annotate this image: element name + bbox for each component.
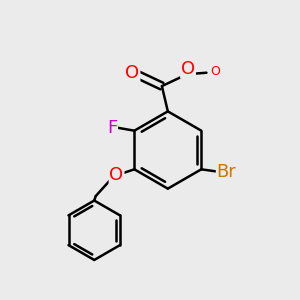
Text: Br: Br xyxy=(217,163,236,181)
Text: O: O xyxy=(110,166,124,184)
Text: O: O xyxy=(211,65,220,78)
Text: F: F xyxy=(107,119,117,137)
Text: O: O xyxy=(181,60,195,78)
Text: O: O xyxy=(125,64,140,82)
